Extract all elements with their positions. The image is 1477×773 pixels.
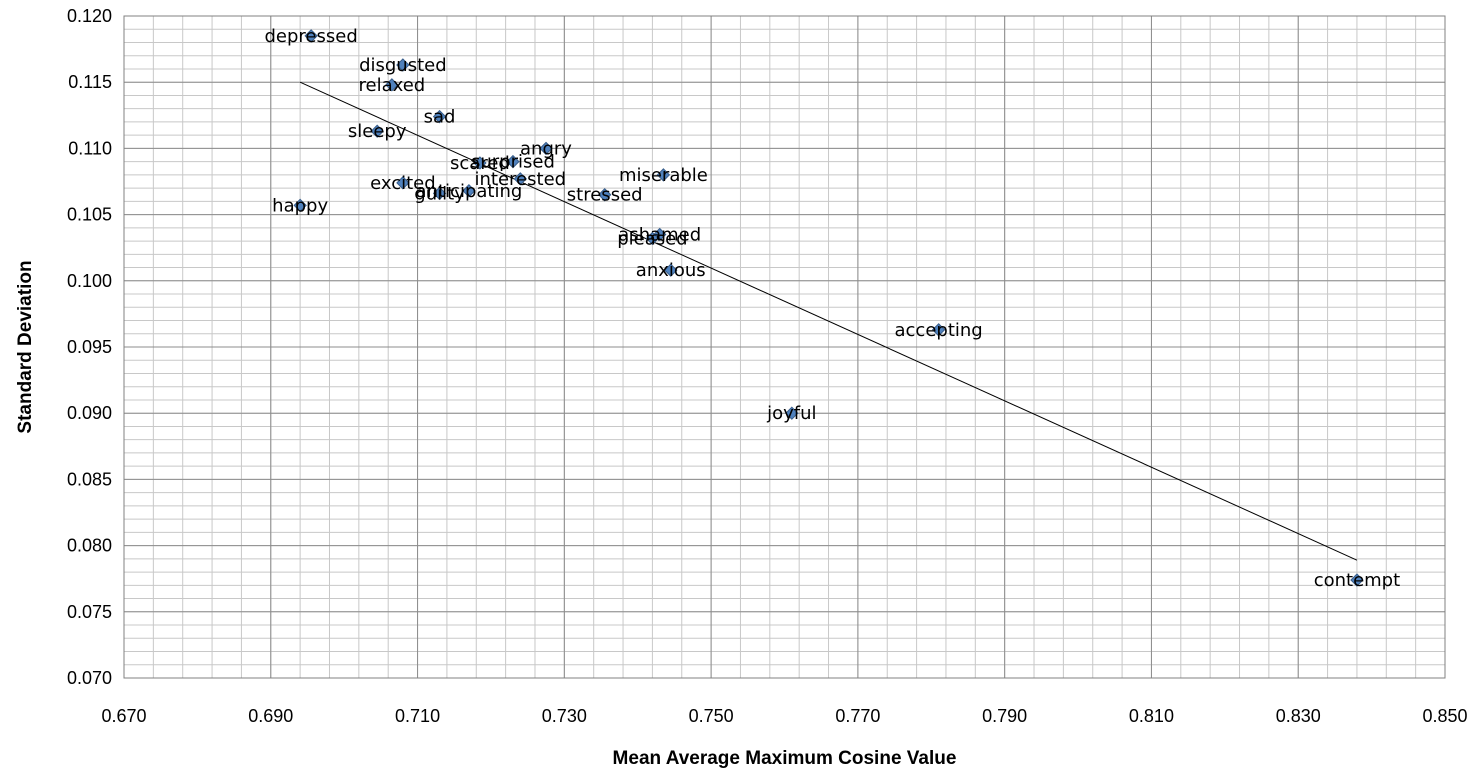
y-tick-label: 0.115 [68,72,112,92]
y-tick-label: 0.090 [67,403,112,423]
data-point-marker [664,263,678,277]
data-point-marker [293,198,307,213]
data-point-label: relaxed [359,75,426,96]
data-point-marker [432,186,447,201]
data-point-marker [597,188,612,202]
data-points [293,29,1364,587]
data-point-label: scared [450,153,510,174]
data-point-label: interested [475,169,567,190]
plot-area-frame [123,15,1446,679]
data-point-marker [385,78,399,92]
x-tick-label: 0.790 [982,706,1027,726]
data-point-label: angry [520,138,572,159]
data-point-label: miserable [619,165,708,186]
data-point-label: pleased [617,228,687,249]
x-axis-title: Mean Average Maximum Cosine Value [613,748,957,769]
data-point-label: contempt [1314,570,1400,591]
data-point-label: depressed [265,26,358,47]
data-point-label: ashamed [618,224,701,245]
y-tick-label: 0.085 [67,469,112,489]
y-tick-label: 0.110 [68,138,112,158]
data-point-label: joyful [766,403,816,424]
y-axis-title: Standard Deviation [15,260,36,433]
y-tick-label: 0.120 [67,6,112,26]
data-point-label: sad [424,107,456,128]
data-point-label: surprised [471,152,555,173]
data-point-label: accepting [895,320,983,341]
x-tick-label: 0.830 [1276,706,1321,726]
data-point-label: stressed [567,185,643,206]
data-point-marker [1350,573,1364,587]
data-point-marker [539,141,553,156]
y-tick-label: 0.075 [67,602,112,622]
data-point-marker [370,124,384,138]
y-tick-label: 0.070 [67,668,112,688]
data-point-label: sleepy [348,121,407,142]
data-point-label: excited [370,173,436,194]
data-point-marker [513,172,528,186]
data-point-marker [462,184,476,198]
x-tick-label: 0.810 [1129,706,1174,726]
y-axis-tick-labels: 0.070 0.075 0.080 0.085 0.090 0.095 0.100 0.105… [67,6,112,688]
y-tick-label: 0.080 [67,536,112,556]
x-tick-label: 0.670 [101,706,146,726]
x-tick-label: 0.710 [395,706,440,726]
x-tick-label: 0.750 [689,706,734,726]
data-point-marker [931,323,946,337]
data-point-marker [506,154,520,169]
x-tick-label: 0.770 [835,706,880,726]
x-tick-label: 0.730 [542,706,587,726]
data-point-marker [785,406,799,420]
data-point-label: anticipating [416,181,523,202]
x-axis-tick-labels: 0.670 0.690 0.710 0.730 0.750 0.770 0.790 0.810… [101,706,1467,726]
x-tick-label: 0.850 [1422,706,1467,726]
major-gridlines [124,16,1445,678]
data-point-marker [656,168,671,182]
data-point-marker [396,58,410,72]
data-point-label: guilty [414,183,465,204]
data-point-marker [304,29,318,43]
data-point-marker [645,231,660,246]
y-tick-label: 0.105 [67,205,112,225]
y-tick-label: 0.100 [67,271,112,291]
data-point-marker [473,156,487,170]
data-point-labels: depresseddisgustedrelaxedsadsleepyangrys… [265,26,1401,591]
data-point-label: happy [272,195,328,216]
y-tick-label: 0.095 [67,337,112,357]
data-point-marker [396,176,410,190]
data-point-marker [432,109,447,124]
data-point-label: anxious [636,260,706,281]
data-point-label: disgusted [359,55,447,76]
x-tick-label: 0.690 [248,706,293,726]
